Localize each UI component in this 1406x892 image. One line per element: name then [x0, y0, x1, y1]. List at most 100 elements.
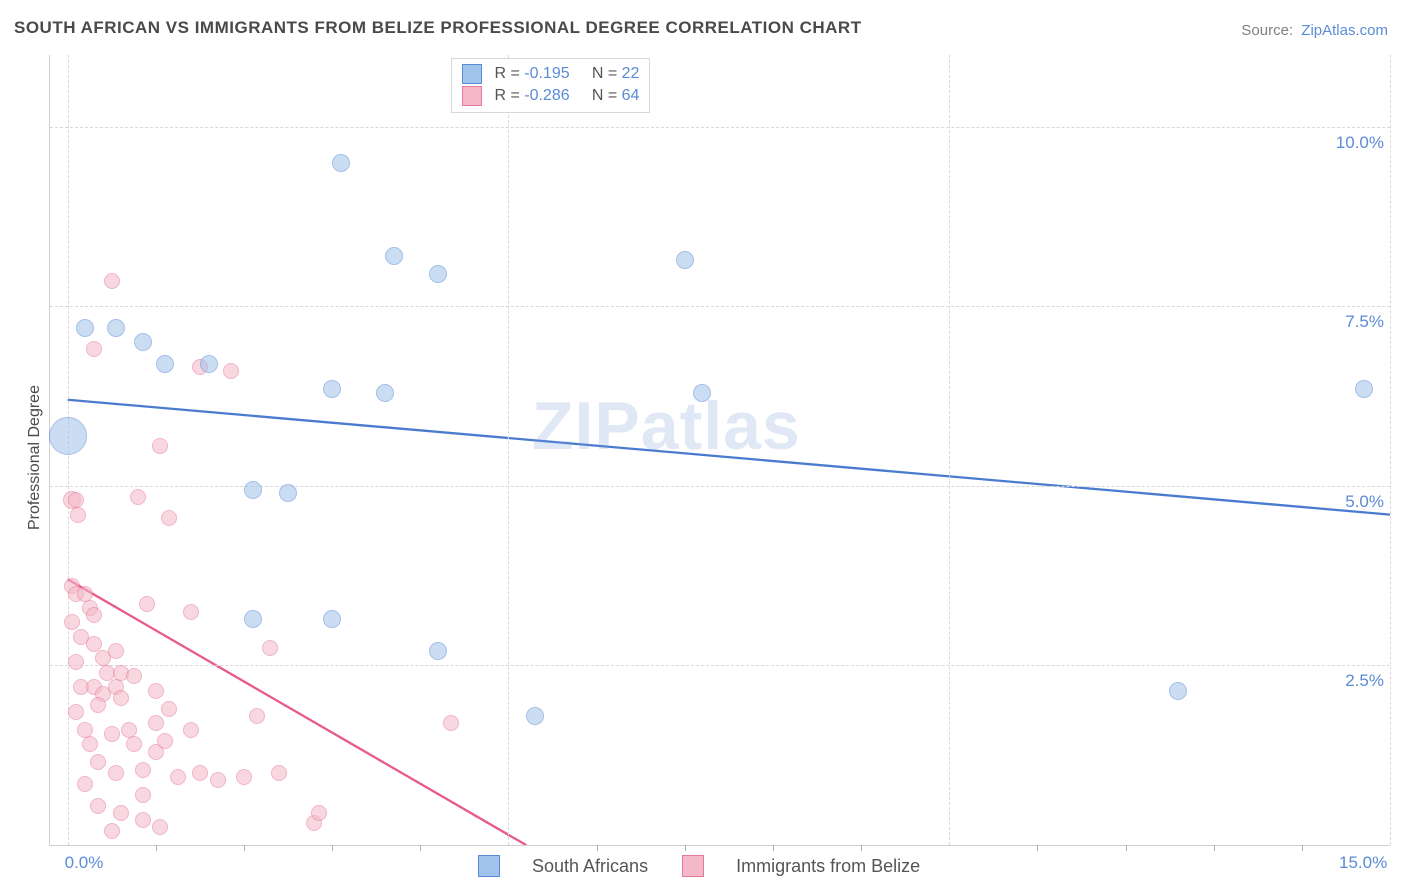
data-point-pink [104, 726, 120, 742]
R-value-pink: -0.286 [524, 87, 569, 104]
chart-title: SOUTH AFRICAN VS IMMIGRANTS FROM BELIZE … [14, 18, 862, 38]
data-point-pink [262, 640, 278, 656]
data-point-pink [113, 805, 129, 821]
data-point-pink [86, 341, 102, 357]
data-point-pink [148, 683, 164, 699]
source-attribution: Source: ZipAtlas.com [1241, 22, 1388, 39]
data-point-blue [244, 481, 262, 499]
data-point-blue [676, 251, 694, 269]
x-minor-tick [773, 845, 774, 851]
swatch-blue-bottom [478, 855, 500, 877]
swatch-blue [462, 64, 482, 84]
data-point-blue [200, 355, 218, 373]
data-point-pink [64, 614, 80, 630]
data-point-blue [244, 610, 262, 628]
data-point-pink [170, 769, 186, 785]
data-point-pink [135, 787, 151, 803]
x-minor-tick [156, 845, 157, 851]
data-point-blue [49, 417, 87, 455]
series-legend: South Africans Immigrants from Belize [478, 855, 920, 877]
data-point-pink [126, 736, 142, 752]
data-point-pink [77, 776, 93, 792]
x-minor-tick [1037, 845, 1038, 851]
data-point-pink [130, 489, 146, 505]
data-point-blue [429, 265, 447, 283]
y-tick-label: 10.0% [1336, 133, 1384, 153]
data-point-blue [526, 707, 544, 725]
x-tick-label: 15.0% [1339, 853, 1387, 873]
data-point-pink [135, 762, 151, 778]
gridline-v [1390, 55, 1391, 845]
gridline-v [949, 55, 950, 845]
data-point-pink [183, 722, 199, 738]
x-tick-label: 0.0% [65, 853, 104, 873]
stats-row-pink: R = -0.286 N = 64 [462, 85, 639, 107]
N-value-pink: 64 [622, 87, 640, 104]
data-point-pink [86, 607, 102, 623]
x-minor-tick [1302, 845, 1303, 851]
data-point-pink [90, 754, 106, 770]
data-point-pink [183, 604, 199, 620]
y-tick-label: 5.0% [1345, 492, 1384, 512]
data-point-pink [249, 708, 265, 724]
data-point-pink [108, 643, 124, 659]
R-label: R [494, 65, 506, 82]
R-value-blue: -0.195 [524, 65, 569, 82]
data-point-pink [104, 273, 120, 289]
gridline-v [508, 55, 509, 845]
stats-row-blue: R = -0.195 N = 22 [462, 63, 639, 85]
data-point-pink [311, 805, 327, 821]
data-point-pink [139, 596, 155, 612]
data-point-pink [104, 823, 120, 839]
data-point-blue [429, 642, 447, 660]
data-point-pink [108, 765, 124, 781]
series-name-pink: Immigrants from Belize [736, 856, 920, 877]
data-point-blue [323, 610, 341, 628]
data-point-pink [271, 765, 287, 781]
data-point-pink [152, 819, 168, 835]
x-minor-tick [597, 845, 598, 851]
trendline [68, 579, 526, 845]
data-point-pink [152, 438, 168, 454]
data-point-blue [76, 319, 94, 337]
data-point-pink [68, 704, 84, 720]
data-point-pink [223, 363, 239, 379]
data-point-pink [210, 772, 226, 788]
data-point-pink [68, 654, 84, 670]
data-point-pink [148, 715, 164, 731]
stats-legend: R = -0.195 N = 22 R = -0.286 N = 64 [451, 58, 650, 113]
swatch-pink [462, 86, 482, 106]
data-point-blue [107, 319, 125, 337]
gridline-h [50, 665, 1390, 666]
data-point-pink [161, 701, 177, 717]
plot-area: ZIPatlas 2.5%5.0%7.5%10.0% [49, 55, 1390, 846]
x-minor-tick [420, 845, 421, 851]
y-tick-label: 2.5% [1345, 671, 1384, 691]
x-minor-tick [1214, 845, 1215, 851]
data-point-pink [86, 636, 102, 652]
source-label: Source: [1241, 22, 1293, 39]
data-point-blue [1169, 682, 1187, 700]
data-point-blue [1355, 380, 1373, 398]
gridline-h [50, 306, 1390, 307]
data-point-pink [236, 769, 252, 785]
source-value: ZipAtlas.com [1301, 22, 1388, 39]
data-point-blue [693, 384, 711, 402]
N-label: N [592, 65, 604, 82]
trendline [68, 400, 1390, 515]
N-value-blue: 22 [622, 65, 640, 82]
x-minor-tick [244, 845, 245, 851]
y-tick-label: 7.5% [1345, 312, 1384, 332]
data-point-pink [157, 733, 173, 749]
data-point-blue [376, 384, 394, 402]
data-point-pink [90, 697, 106, 713]
data-point-blue [279, 484, 297, 502]
data-point-pink [82, 736, 98, 752]
data-point-pink [70, 507, 86, 523]
x-minor-tick [685, 845, 686, 851]
trendlines [50, 55, 1390, 845]
data-point-blue [323, 380, 341, 398]
x-minor-tick [332, 845, 333, 851]
data-point-blue [385, 247, 403, 265]
data-point-blue [332, 154, 350, 172]
